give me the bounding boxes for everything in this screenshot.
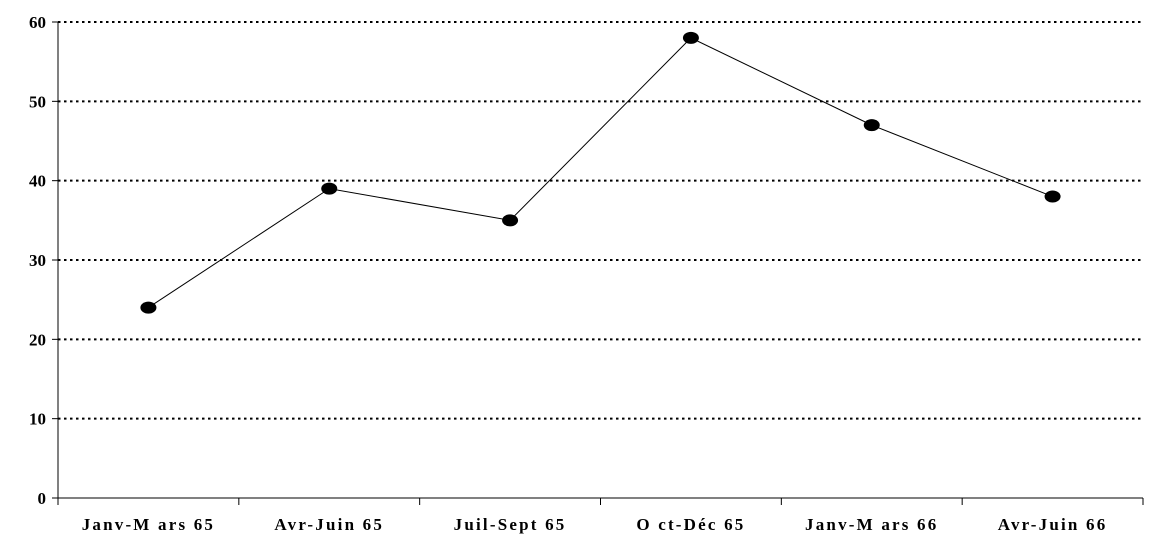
y-tick-label-60: 60 — [29, 13, 46, 32]
x-tick-label-5: Avr-Juin 66 — [998, 515, 1108, 534]
data-point-4 — [863, 119, 880, 132]
y-tick-label-30: 30 — [29, 251, 46, 270]
y-tick-label-50: 50 — [29, 92, 46, 111]
x-tick-label-0: Janv-M ars 65 — [82, 515, 215, 534]
x-tick-label-2: Juil-Sept 65 — [454, 515, 567, 534]
x-tick-label-1: Avr-Juin 65 — [274, 515, 384, 534]
data-point-5 — [1044, 190, 1061, 203]
data-point-1 — [321, 182, 338, 195]
x-tick-label-4: Janv-M ars 66 — [805, 515, 938, 534]
y-tick-label-0: 0 — [38, 489, 47, 508]
x-tick-label-3: O ct-Déc 65 — [636, 515, 745, 534]
series-line-0 — [148, 37, 1053, 309]
y-tick-label-40: 40 — [29, 172, 46, 191]
data-series — [140, 31, 1061, 314]
y-tick-label-10: 10 — [29, 410, 46, 429]
data-point-3 — [682, 31, 699, 44]
y-tick-label-20: 20 — [29, 330, 46, 349]
axes — [52, 21, 1144, 505]
tick-labels: 0 10 20 30 40 50 60 Janv-M ars 65 Avr-Juin 65 Jui… — [29, 13, 1108, 534]
data-point-2 — [502, 214, 519, 227]
gridlines — [58, 21, 1143, 420]
data-point-0 — [140, 301, 157, 314]
